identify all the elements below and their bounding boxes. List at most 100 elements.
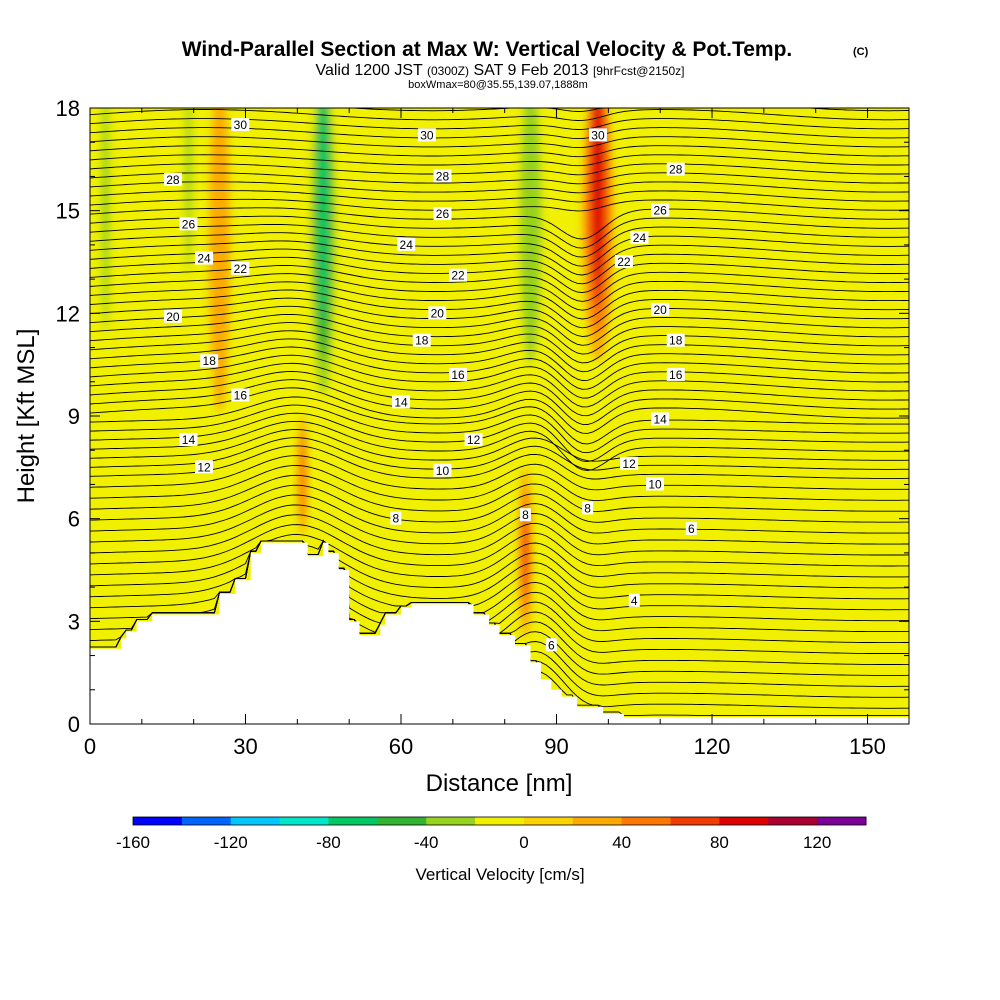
contour-label-box (433, 207, 452, 221)
theta-line (90, 240, 909, 276)
colorbar-tick-label: 120 (803, 833, 831, 852)
contour-label: 22 (451, 269, 465, 283)
subtitle-valid-time: Valid 1200 JST (315, 62, 423, 79)
contour-label: 22 (234, 262, 248, 276)
contour-label: 14 (654, 412, 668, 426)
contour-label: 28 (669, 163, 683, 177)
y-tick-label: 9 (68, 404, 80, 429)
contour-label: 8 (522, 508, 529, 522)
colorbar-swatch (719, 817, 769, 825)
contour-label-box (588, 128, 607, 142)
contour-label-box (195, 460, 214, 474)
theta-line (90, 437, 909, 471)
theta-line (90, 154, 909, 167)
w-feature-ascent-a (209, 108, 230, 412)
contour-label: 28 (166, 173, 180, 187)
theta-line (90, 190, 909, 203)
colorbar-swatch (523, 817, 574, 825)
x-tick-label: 30 (233, 734, 257, 759)
theta-line (90, 248, 909, 285)
y-tick-label: 18 (56, 96, 80, 121)
contour-label-box (685, 521, 697, 535)
subtitle-forecast: [9hrFcst@2150z] (593, 64, 685, 78)
colorbar: -160 -120 -80 -40 0 40 80 120 (116, 816, 867, 852)
x-axis-label: Distance [nm] (426, 770, 573, 797)
contour-label: 26 (182, 217, 196, 231)
contour-label-box (666, 367, 685, 381)
contour-label-box (412, 333, 431, 347)
contour-label: 16 (669, 368, 683, 382)
contour-label-box (651, 412, 670, 426)
colorbar-label: Vertical Velocity [cm/s] (415, 865, 584, 884)
colorbar-swatch (426, 817, 476, 825)
theta-line (90, 387, 909, 434)
theta-line (90, 371, 909, 417)
theta-line (90, 322, 909, 364)
contour-label-box (519, 508, 531, 522)
theta-line (90, 504, 909, 545)
theta-line (90, 172, 909, 185)
contour-label: 26 (654, 204, 668, 218)
colorbar-swatch (475, 817, 525, 825)
colorbar-tick-label: -160 (116, 833, 150, 852)
contour-label: 30 (234, 118, 248, 132)
w-feature-descent-c (307, 108, 339, 429)
contour-label-box (666, 333, 685, 347)
chart-title: Wind-Parallel Section at Max W: Vertical… (182, 38, 793, 61)
contour-label: 8 (392, 512, 399, 526)
theta-line (90, 223, 909, 258)
contour-label-box (392, 395, 411, 409)
theta-line (90, 265, 909, 302)
contour-label: 24 (197, 252, 211, 266)
contour-label: 20 (431, 306, 445, 320)
theta-line (90, 256, 909, 294)
contour-label-box (200, 354, 219, 368)
y-tick-label: 3 (68, 609, 80, 634)
contour-label: 16 (451, 368, 465, 382)
theta-line (90, 207, 909, 240)
theta-line (90, 273, 909, 311)
contour-label: 30 (591, 128, 605, 142)
contour-label-box (646, 477, 665, 491)
theta-line (90, 163, 909, 176)
w-feature-descent-a (99, 108, 113, 361)
contour-label: 14 (394, 395, 408, 409)
contour-label: 8 (584, 501, 591, 515)
colorbar-tick-label: -80 (316, 833, 341, 852)
contour-label-box (651, 302, 670, 316)
contour-label-box (433, 169, 452, 183)
contour-label-box (630, 231, 649, 245)
theta-line (90, 429, 909, 462)
theta-line (90, 474, 909, 512)
theta-line (90, 215, 909, 249)
terrain-mask (90, 542, 909, 724)
theta-line (90, 539, 909, 600)
theta-line (90, 539, 909, 589)
theta-line (90, 404, 909, 454)
theta-line (90, 362, 909, 408)
contour-label: 12 (622, 457, 636, 471)
contour-label: 16 (234, 388, 248, 402)
colorbar-swatch (181, 817, 232, 825)
theta-line (90, 181, 909, 194)
x-axis: 0 30 60 90 120 150 (84, 108, 886, 759)
theta-line (90, 289, 909, 329)
w-level-80 (592, 108, 604, 281)
y-axis: 0 3 6 9 12 15 18 (56, 96, 909, 737)
contour-label: 20 (654, 303, 668, 317)
theta-line (90, 445, 909, 480)
theta-line (90, 465, 909, 502)
contour-label-box (195, 251, 214, 265)
x-tick-label: 120 (694, 734, 731, 759)
chart-title-suffix: (C) (853, 46, 869, 58)
y-tick-label: 12 (56, 301, 80, 326)
colorbar-swatch (230, 817, 281, 825)
theta-line (90, 524, 909, 567)
contour-label: 18 (669, 334, 683, 348)
contour-label-box (179, 217, 198, 231)
colorbar-swatch (377, 817, 427, 825)
theta-line (90, 455, 909, 491)
contour-label: 12 (467, 433, 481, 447)
